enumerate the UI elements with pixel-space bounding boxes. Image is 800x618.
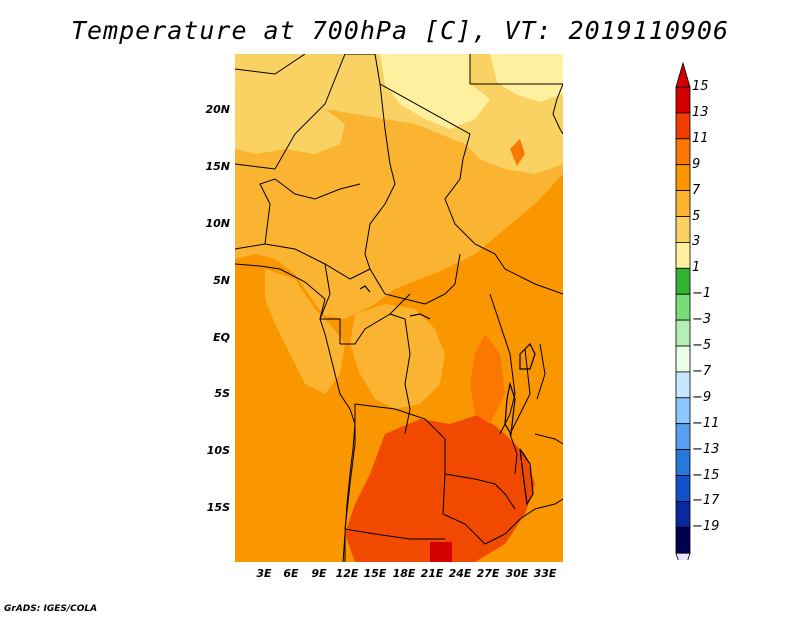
colorbar-label: −9: [692, 389, 712, 405]
field-5-7-nw: [235, 109, 345, 154]
colorbar-swatch: [675, 397, 691, 425]
colorbar-swatch: [675, 500, 691, 528]
colorbar-label: −19: [692, 519, 720, 535]
temperature-map: [235, 54, 563, 562]
colorbar-swatch: [675, 423, 691, 451]
x-axis-label: 24E: [448, 567, 472, 580]
colorbar-swatch: [675, 293, 691, 321]
footer-credit: GrADS: IGES/COLA: [4, 604, 98, 614]
colorbar-label: 3: [692, 234, 701, 250]
colorbar-swatch: [675, 216, 691, 243]
x-axis-label: 30E: [505, 567, 529, 580]
colorbar-swatch: [675, 319, 691, 347]
field-11-13-south: [345, 414, 535, 562]
y-axis-label: EQ: [213, 331, 230, 344]
colorbar-swatch: [675, 164, 691, 191]
colorbar-swatch: [675, 86, 691, 114]
colorbar-label: −3: [692, 312, 712, 328]
field-11-13-ne: [510, 139, 525, 166]
colorbar: [675, 61, 691, 560]
colorbar-swatch: [675, 190, 691, 217]
colorbar-swatch: [675, 241, 691, 269]
field-3-5-north: [380, 54, 490, 129]
x-axis-label: 6E: [283, 567, 299, 580]
colorbar-swatch: [675, 138, 691, 166]
colorbar-top-arrow: [675, 61, 691, 88]
colorbar-bottom-arrow: [675, 552, 691, 560]
x-axis-label: 27E: [476, 567, 500, 580]
field-13-15: [430, 542, 452, 562]
colorbar-swatch: [675, 475, 691, 502]
x-axis-label: 18E: [392, 567, 416, 580]
field-7-9-centre: [350, 304, 445, 409]
y-axis-label: 10S: [206, 444, 230, 457]
lakes: [359, 285, 536, 506]
colorbar-swatch: [675, 345, 691, 373]
field-5-7-ne: [465, 114, 563, 174]
x-axis-label: 21E: [420, 567, 444, 580]
colorbar-label: −1: [692, 286, 712, 302]
colorbar-swatch: [675, 371, 691, 399]
field-3-5-ne: [490, 54, 563, 102]
y-axis-label: 15N: [205, 160, 230, 173]
colorbar-label: 1: [692, 260, 701, 276]
colorbar-swatch: [675, 112, 691, 140]
colorbar-label: −17: [692, 493, 720, 509]
map-plot-area: [235, 54, 563, 562]
colorbar-label: 5: [692, 208, 701, 224]
field-11-13-centre: [470, 334, 505, 424]
x-axis-label: 3E: [256, 567, 272, 580]
colorbar-label: 15: [692, 79, 709, 94]
colorbar-label: 11: [692, 130, 709, 146]
coastline: [235, 263, 356, 562]
colorbar-label: 9: [692, 156, 701, 172]
colorbar-label: −15: [692, 467, 720, 483]
colorbar-swatch: [675, 267, 691, 295]
colorbar-label: −5: [692, 338, 712, 353]
y-axis-label: 5N: [213, 274, 230, 287]
chart-title: Temperature at 700hPa [C], VT: 201911090…: [70, 16, 730, 45]
x-axis-label: 12E: [335, 567, 359, 580]
colorbar-label: 7: [692, 182, 701, 198]
colorbar-label: −13: [692, 441, 720, 457]
colorbar-label: 13: [692, 104, 709, 120]
colorbar-label: −11: [692, 415, 720, 431]
colorbar-swatch: [675, 526, 691, 554]
colorbar-swatch: [675, 449, 691, 476]
y-axis-label: 20N: [205, 103, 230, 116]
x-axis-label: 9E: [311, 567, 327, 580]
y-axis-label: 15S: [206, 501, 230, 514]
x-axis-label: 15E: [363, 567, 387, 580]
field-7-9-west: [265, 269, 345, 394]
coastline-east: [552, 83, 563, 135]
y-axis-label: 10N: [205, 217, 230, 230]
country-borders: [235, 54, 563, 562]
y-axis-label: 5S: [214, 387, 230, 400]
x-axis-label: 33E: [533, 567, 557, 580]
colorbar-label: −7: [692, 363, 712, 379]
